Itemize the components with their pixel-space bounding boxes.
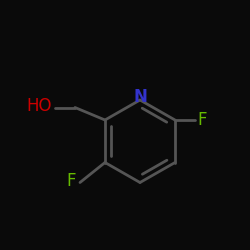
Text: F: F [66,172,76,190]
Text: F: F [198,111,207,129]
Text: N: N [133,88,147,106]
Text: HO: HO [26,97,52,115]
